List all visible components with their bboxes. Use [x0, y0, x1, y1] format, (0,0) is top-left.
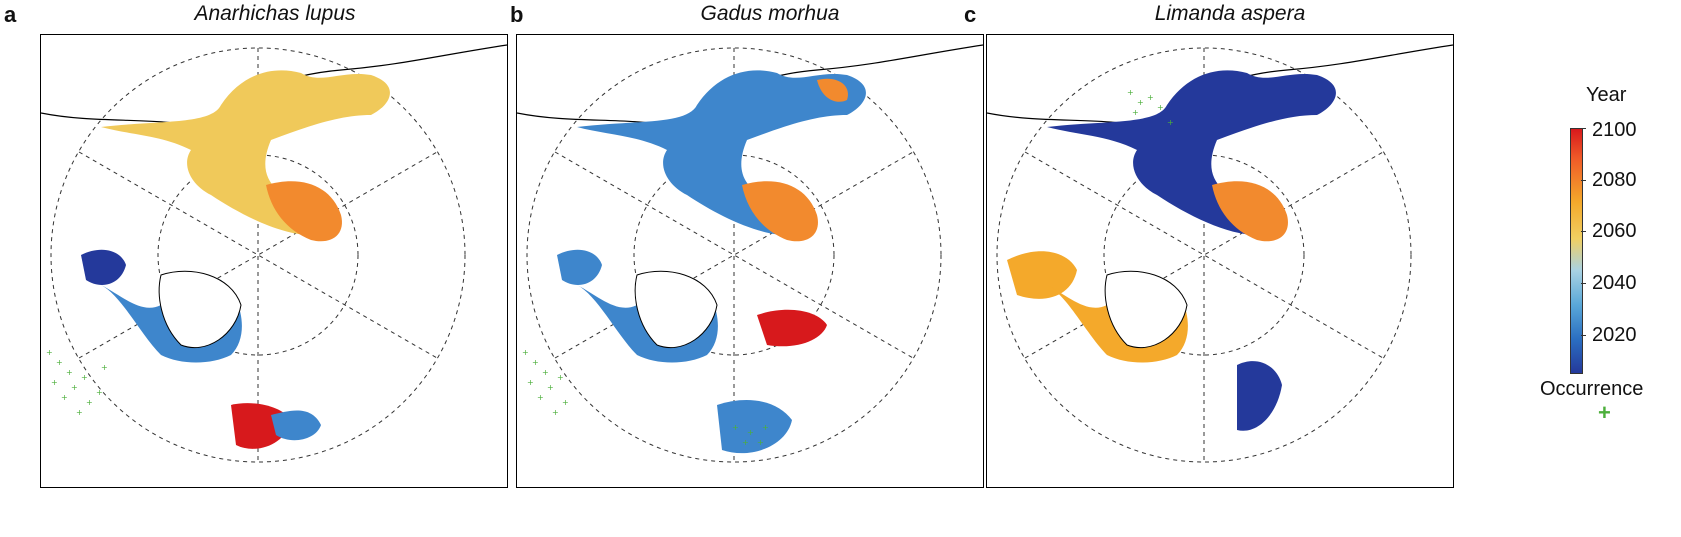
svg-text:+: + — [61, 393, 68, 402]
map-c: + + + + + + — [986, 34, 1454, 488]
occurrence-label: Occurrence — [1540, 378, 1644, 400]
svg-text:+: + — [1137, 98, 1144, 107]
panel-title-b: Gadus morhua — [700, 2, 840, 25]
tick-mark-2060 — [1581, 231, 1586, 232]
habitat-red-b — [757, 309, 827, 347]
tick-label-2040: 2040 — [1592, 272, 1637, 294]
habitat-orange-c — [1212, 181, 1288, 242]
svg-text:+: + — [86, 398, 93, 407]
svg-text:+: + — [742, 438, 749, 447]
panel-b: b Gadus morhua + + + + + + + + + + + + — [510, 0, 1030, 537]
svg-text:+: + — [66, 368, 73, 377]
svg-text:+: + — [1147, 93, 1154, 102]
svg-text:+: + — [56, 358, 63, 367]
svg-text:+: + — [547, 383, 554, 392]
habitat-blue2-b — [557, 249, 602, 285]
svg-text:+: + — [1157, 103, 1164, 112]
panel-letter-a: a — [4, 2, 17, 27]
svg-text:+: + — [747, 428, 754, 437]
greenland-a — [158, 270, 242, 349]
svg-text:+: + — [1167, 118, 1174, 127]
map-b: + + + + + + + + + + + + + + — [516, 34, 984, 488]
tick-mark-2020 — [1581, 335, 1586, 336]
legend-title: Year — [1586, 84, 1627, 106]
habitat-yellow-a — [101, 70, 390, 235]
svg-text:+: + — [732, 423, 739, 432]
svg-text:+: + — [96, 388, 103, 397]
habitat-darkblue-c — [1047, 70, 1336, 235]
svg-text:+: + — [562, 398, 569, 407]
habitat-darkblue-a — [81, 249, 126, 285]
polar-map-a: +++ +++ +++ ++ — [41, 44, 507, 463]
colorbar — [1570, 128, 1583, 374]
habitat-blue2-a — [271, 410, 321, 441]
svg-text:+: + — [537, 393, 544, 402]
occurrence-plus-icon: + — [1598, 400, 1611, 425]
svg-text:+: + — [542, 368, 549, 377]
map-a: + + + + + + + + + + + — [40, 34, 508, 488]
svg-text:+: + — [557, 373, 564, 382]
habitat-orange2-b — [817, 78, 848, 102]
panel-a: a Anarhichas lupus + + + + + + — [0, 0, 520, 537]
legend: Year 2100 2080 2060 2040 2020 Occurrence… — [1540, 84, 1680, 464]
habitat-orange-b — [742, 181, 818, 242]
svg-text:+: + — [76, 408, 83, 417]
svg-text:+: + — [527, 378, 534, 387]
tick-mark-2040 — [1581, 283, 1586, 284]
svg-text:+: + — [522, 348, 529, 357]
habitat-orange-a — [266, 181, 342, 242]
habitat-blue4-b — [717, 400, 792, 454]
greenland-c — [1104, 270, 1188, 349]
habitat-blue-b — [577, 70, 866, 235]
svg-text:+: + — [532, 358, 539, 367]
svg-text:+: + — [46, 348, 53, 357]
panel-title-a: Anarhichas lupus — [194, 2, 356, 25]
panel-letter-b: b — [510, 2, 524, 27]
svg-text:+: + — [552, 408, 559, 417]
panel-c: c Limanda aspera + + + + + + — [960, 0, 1480, 537]
habitat-darkblue2-c — [1237, 361, 1282, 431]
tick-label-2100: 2100 — [1592, 119, 1637, 141]
svg-text:+: + — [81, 373, 88, 382]
polar-map-b: +++ +++ +++ +++ + + — [517, 44, 983, 463]
svg-text:+: + — [1127, 88, 1134, 97]
habitat-orange2-c — [1007, 251, 1077, 299]
tick-label-2060: 2060 — [1592, 220, 1637, 242]
tick-mark-2080 — [1581, 180, 1586, 181]
polar-map-c: +++ +++ — [987, 44, 1453, 463]
tick-label-2020: 2020 — [1592, 324, 1637, 346]
svg-text:+: + — [71, 383, 78, 392]
greenland-b — [634, 270, 718, 349]
svg-text:+: + — [101, 363, 108, 372]
svg-text:+: + — [51, 378, 58, 387]
svg-text:+: + — [1132, 108, 1139, 117]
tick-mark-2100 — [1581, 128, 1586, 129]
svg-text:+: + — [762, 423, 769, 432]
panel-title-c: Limanda aspera — [1154, 2, 1306, 25]
panel-letter-c: c — [964, 2, 977, 27]
svg-text:+: + — [757, 438, 764, 447]
tick-label-2080: 2080 — [1592, 169, 1637, 191]
